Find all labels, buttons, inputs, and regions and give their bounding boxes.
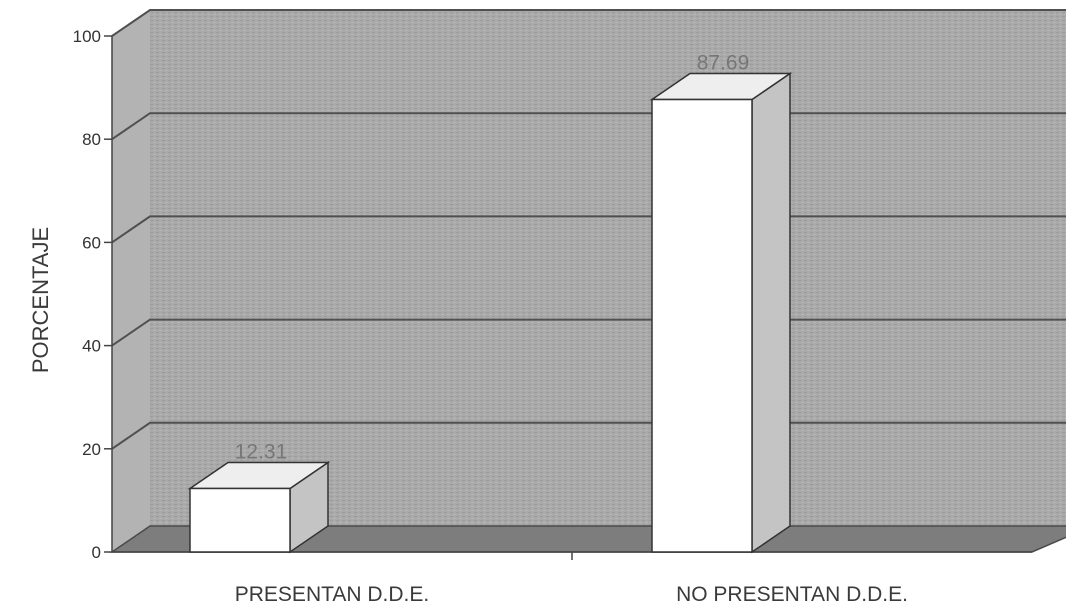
- gridline: [111, 9, 1066, 37]
- y-tick-label: 60: [82, 233, 101, 252]
- y-tick-label: 100: [73, 27, 101, 46]
- y-tick-label: 40: [82, 337, 101, 356]
- chart-back-wall: [112, 10, 1066, 552]
- bar-side-face: [751, 72, 791, 554]
- y-axis-title: PORCENTAJE: [28, 227, 53, 373]
- chart-side-wall: [112, 10, 150, 552]
- x-category-label: PRESENTAN D.D.E.: [235, 583, 429, 605]
- y-tick-label: 20: [82, 440, 101, 459]
- bar-data-label: 12.31: [235, 440, 288, 463]
- y-tick-label: 0: [92, 543, 101, 562]
- bar-data-label: 87.69: [697, 52, 750, 75]
- bar: [189, 487, 291, 553]
- y-tick-label: 80: [82, 130, 101, 149]
- x-category-label: NO PRESENTAN D.D.E.: [676, 583, 908, 605]
- bar: [651, 98, 753, 553]
